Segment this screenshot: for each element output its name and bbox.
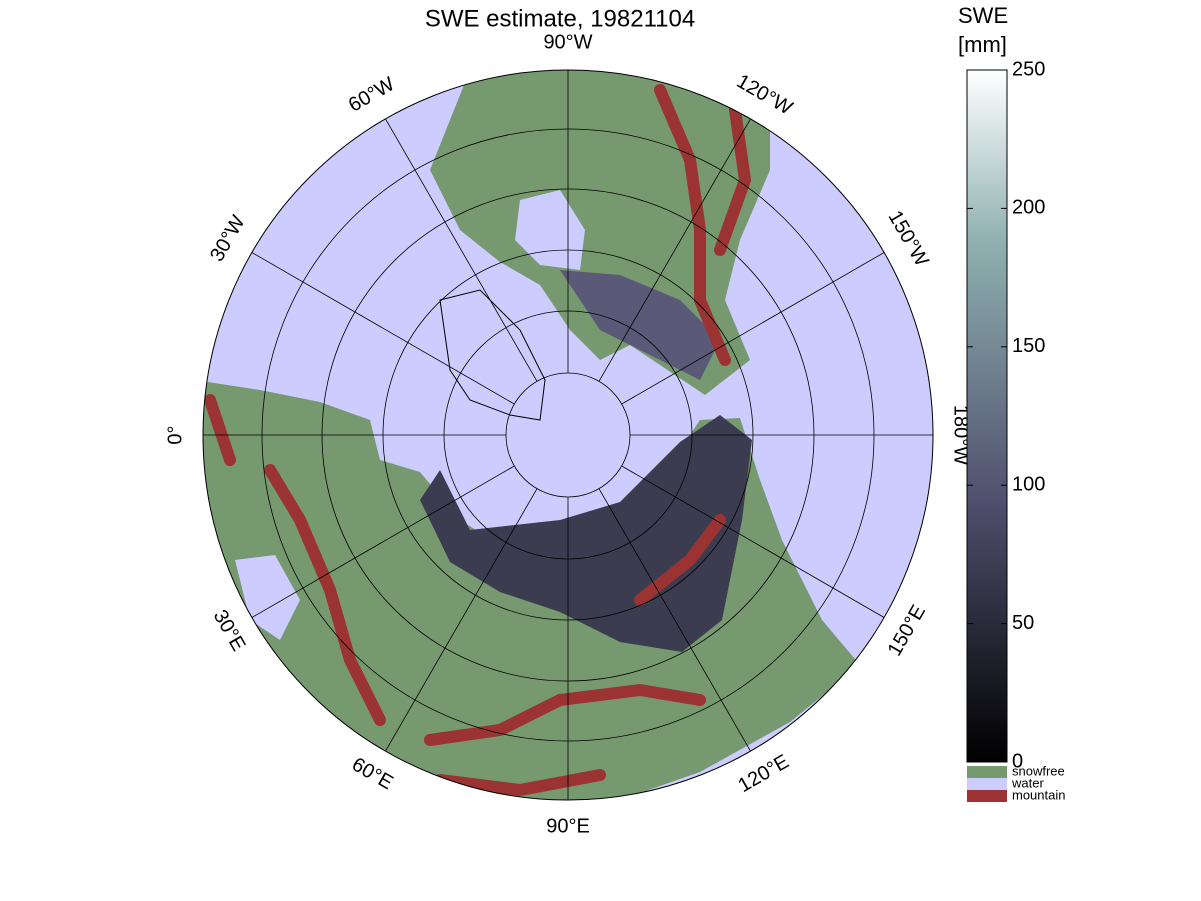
colorbar-title: [mm] [958, 32, 1007, 57]
map-title: SWE estimate, 19821104 [425, 5, 695, 32]
meridian-label: 90°E [546, 815, 590, 837]
meridian-label: 150°E [884, 601, 930, 659]
colorbar-tick-label: 250 [1012, 58, 1045, 80]
meridian-label: 150°W [884, 207, 933, 270]
meridian [251, 465, 515, 618]
meridian-label: 30°W [206, 212, 250, 266]
mountain-range [714, 104, 752, 256]
meridian [385, 118, 538, 382]
snow-cover [560, 270, 720, 380]
meridian [621, 252, 885, 405]
mountains [204, 84, 752, 797]
mountain-range [634, 514, 726, 606]
legend-label: mountain [1012, 787, 1065, 802]
colorbar-tick-label: 200 [1012, 197, 1045, 219]
snow-cover [420, 415, 752, 652]
meridian [621, 465, 885, 618]
colorbar-tick-label: 0 [1012, 750, 1023, 772]
map-frame [202, 69, 934, 801]
greenland [439, 289, 546, 421]
meridian-label: 120°W [733, 70, 796, 119]
meridian-label: 0° [164, 425, 186, 444]
mountain-range [424, 683, 706, 746]
meridian-label: 30°E [209, 606, 250, 655]
meridian-label: 120°E [734, 751, 792, 797]
mountain-range [434, 769, 606, 797]
legend-label: snowfree [1012, 763, 1065, 778]
legend-label: water [1011, 775, 1044, 790]
graticule [203, 70, 933, 800]
meridian [385, 488, 538, 752]
colorbar-tick-label: 100 [1012, 473, 1045, 495]
meridian-label: 60°E [348, 753, 397, 794]
colorbar-title: SWE [958, 3, 1008, 28]
meridian [251, 252, 515, 405]
meridian [598, 488, 751, 752]
colorbar-tick-label: 150 [1012, 335, 1045, 357]
map-body [203, 70, 933, 800]
meridian [598, 118, 751, 382]
meridian-label: 60°W [345, 73, 399, 117]
colorbar: SWE [mm] 0 50 100 150 200 250 snowfreewatermou… [958, 3, 1065, 803]
colorbar-tick-label: 50 [1012, 612, 1034, 634]
legend-swatch [967, 766, 1007, 778]
meridian-label: 90°W [543, 31, 592, 53]
mountain-range [264, 464, 386, 726]
legend-swatch [967, 790, 1007, 802]
mountain-range [204, 394, 236, 466]
meridian-label: 180°W [950, 405, 972, 465]
mountain-range [654, 84, 731, 366]
colorbar-ramp [966, 69, 1008, 763]
legend-swatch [967, 778, 1007, 790]
